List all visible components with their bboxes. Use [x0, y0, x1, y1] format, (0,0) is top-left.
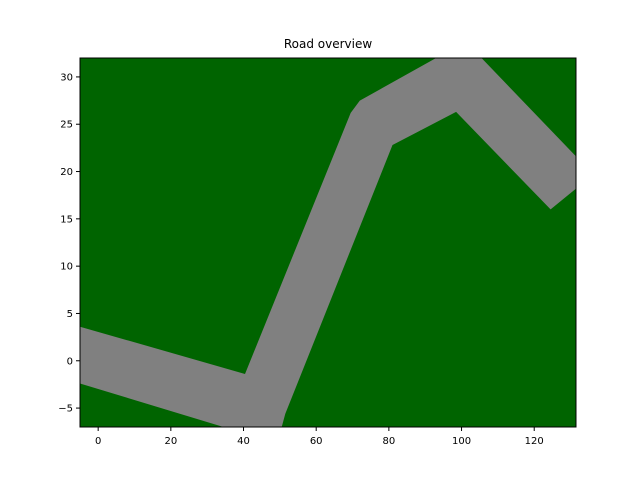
y-axis: −5 0 5 10 15 20 25 30: [58, 72, 80, 415]
x-tick-label: 40: [237, 436, 250, 447]
y-tick-label: 25: [60, 120, 73, 131]
x-tick-label: 100: [452, 436, 471, 447]
x-tick-label: 120: [525, 436, 544, 447]
y-tick-label: 20: [60, 167, 73, 178]
y-tick-label: −5: [58, 404, 73, 415]
x-tick-label: 80: [382, 436, 395, 447]
chart-title: Road overview: [284, 37, 373, 51]
x-axis: 0 20 40 60 80 100 120: [95, 427, 544, 447]
road-polygon: [80, 58, 576, 427]
x-tick-label: 60: [310, 436, 323, 447]
y-tick-label: 5: [67, 309, 73, 320]
y-tick-label: 0: [67, 356, 73, 367]
plot-frame: [79, 57, 577, 428]
y-tick-label: 30: [60, 72, 73, 83]
y-tick-label: 10: [60, 262, 73, 273]
x-tick-label: 20: [164, 436, 177, 447]
y-tick-label: 15: [60, 214, 73, 225]
x-tick-label: 0: [95, 436, 101, 447]
